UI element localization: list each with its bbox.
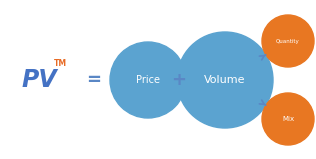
Text: PV: PV: [22, 68, 58, 92]
Text: +: +: [172, 71, 186, 89]
Circle shape: [177, 32, 273, 128]
Text: Price: Price: [136, 75, 160, 85]
Text: Quantity: Quantity: [276, 38, 300, 44]
Text: =: =: [87, 71, 101, 89]
Circle shape: [262, 93, 314, 145]
Circle shape: [262, 15, 314, 67]
Text: Volume: Volume: [204, 75, 246, 85]
Text: TM: TM: [54, 59, 67, 68]
Text: Mix: Mix: [282, 116, 294, 122]
Circle shape: [110, 42, 186, 118]
